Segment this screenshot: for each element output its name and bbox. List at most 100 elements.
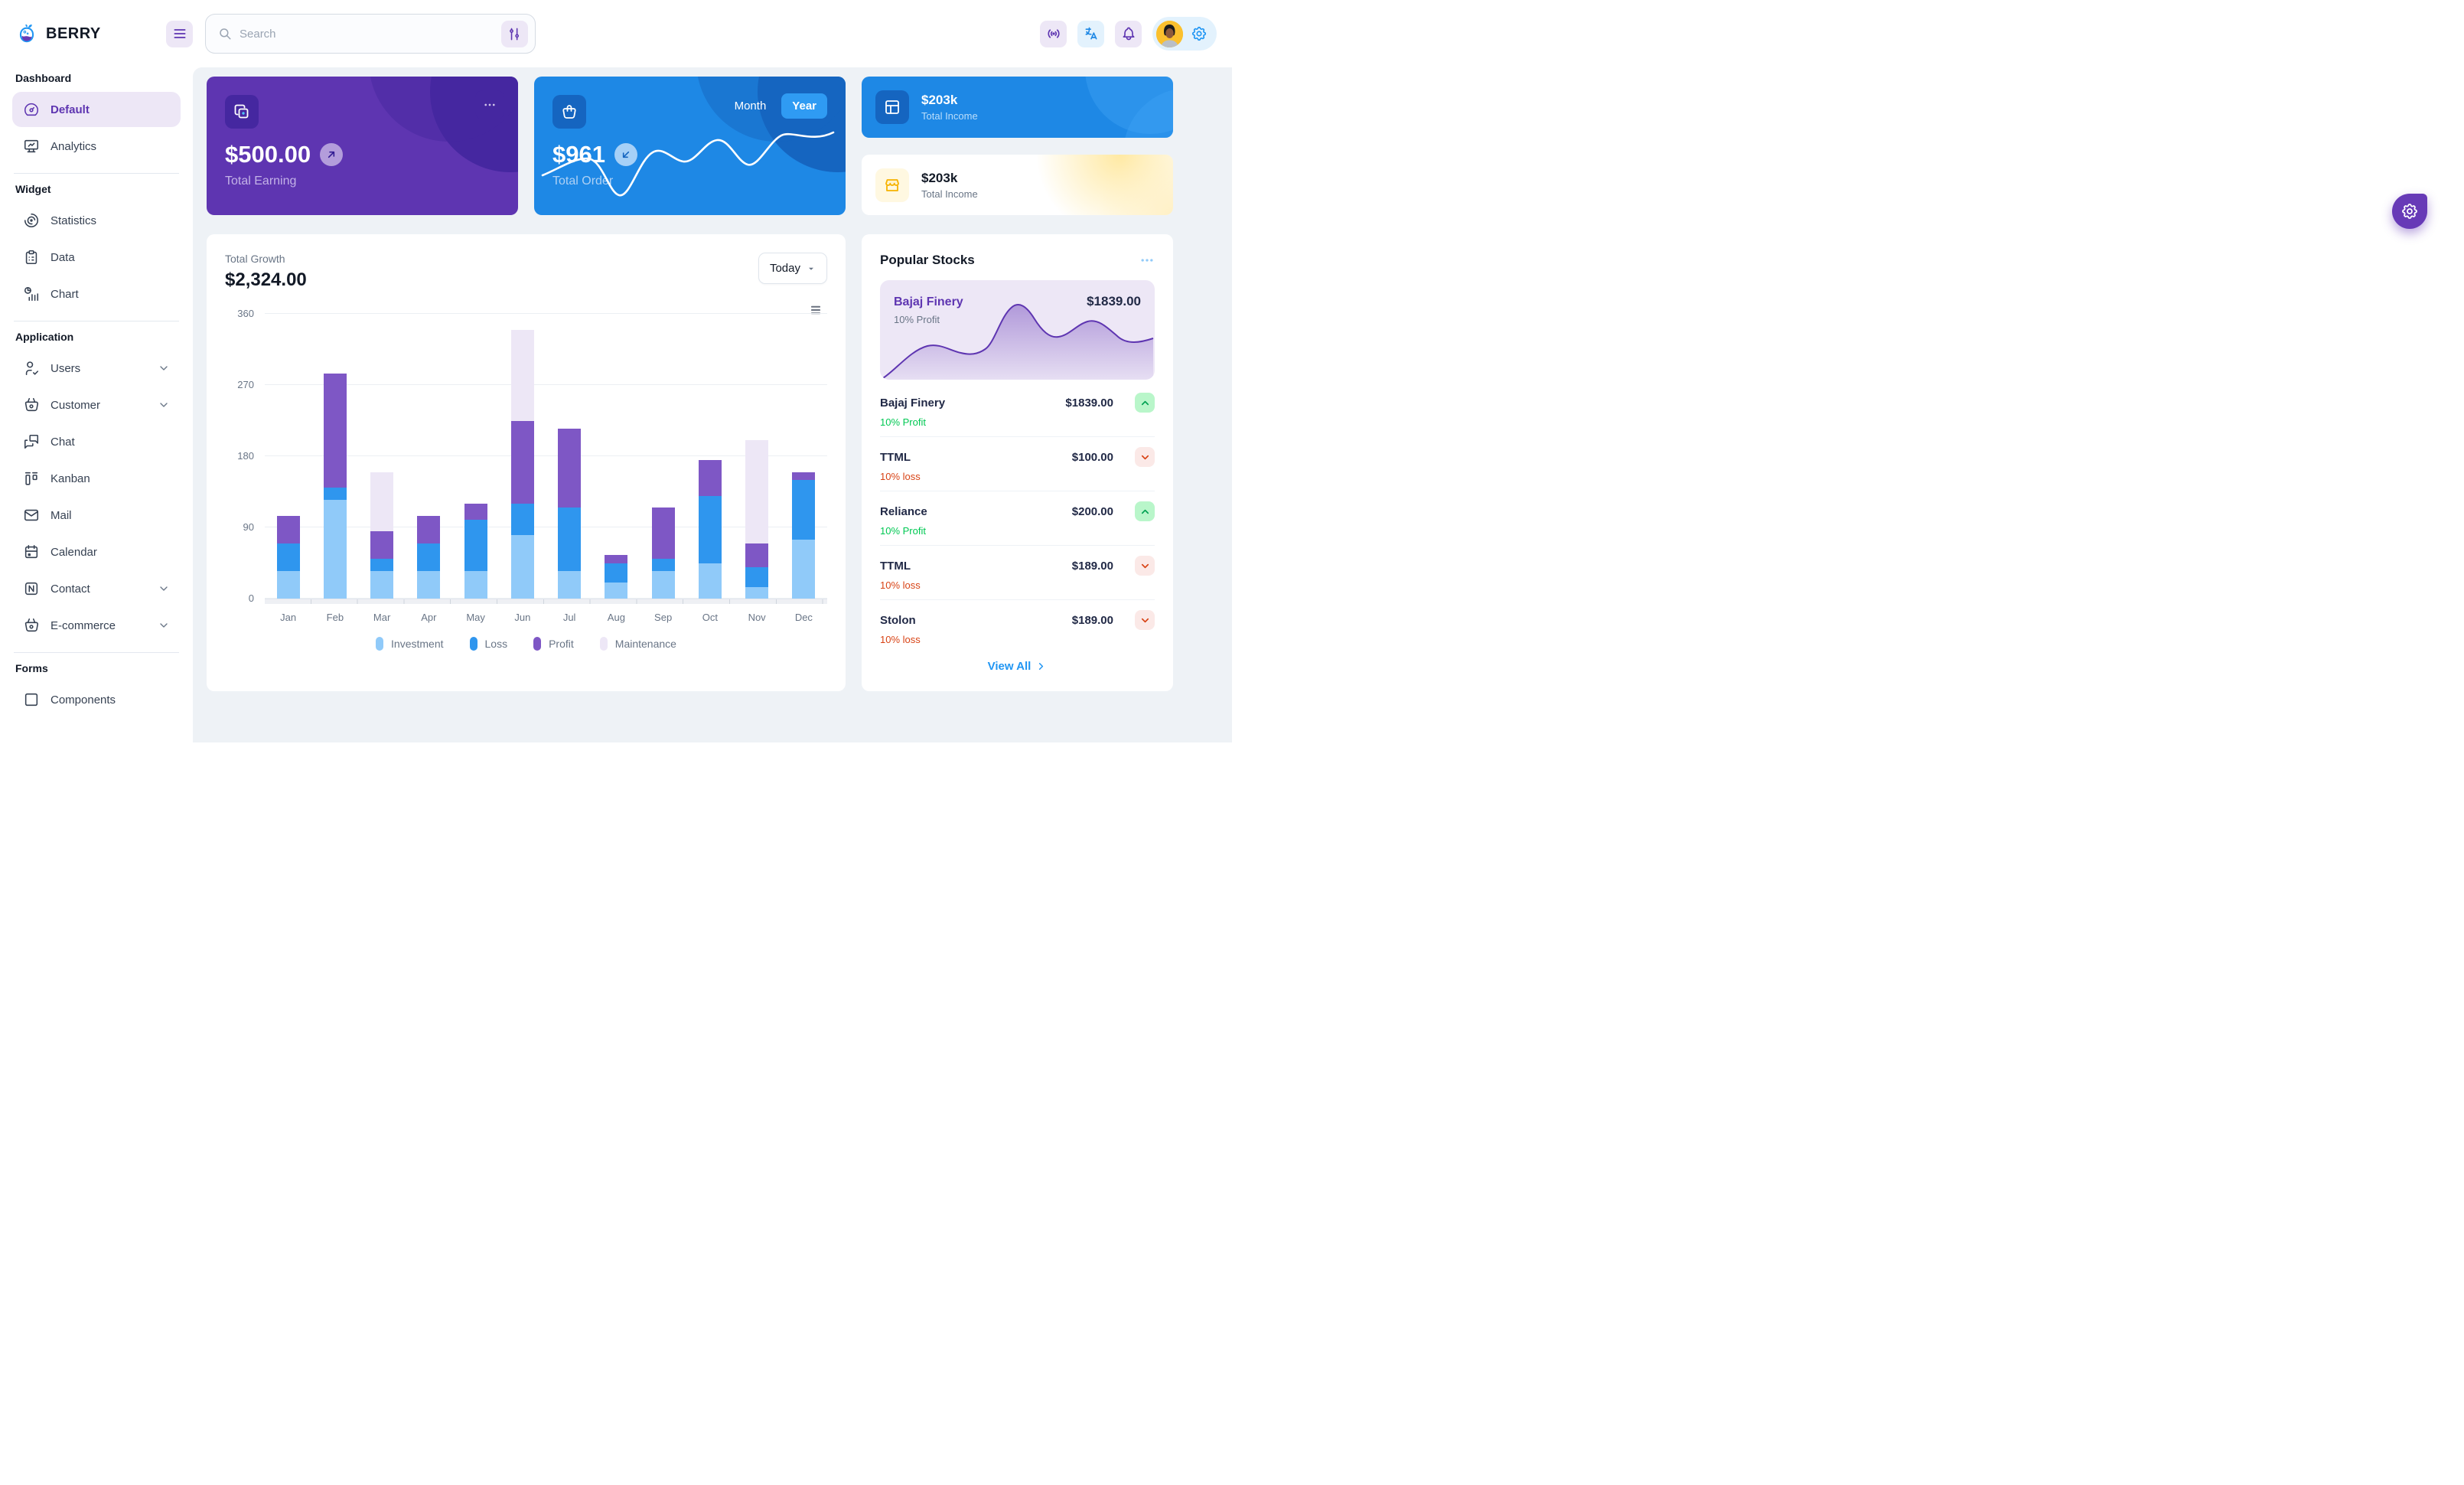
clipboard-icon <box>23 249 40 266</box>
bar-segment-investment <box>323 499 347 599</box>
user-check-icon <box>23 360 40 377</box>
sidebar-item-data[interactable]: Data <box>12 240 181 275</box>
stock-name: Bajaj Finery <box>880 396 946 410</box>
app-header: BERRY <box>0 0 1232 67</box>
x-tick-label: Sep <box>654 612 673 623</box>
bar-segment-loss <box>558 508 582 571</box>
sidebar-item-label: Mail <box>51 508 72 522</box>
brand-name: BERRY <box>46 24 101 42</box>
sidebar-item-mail[interactable]: Mail <box>12 498 181 533</box>
bar-sep[interactable] <box>651 508 675 599</box>
legend-item-investment[interactable]: Investment <box>376 637 444 651</box>
profile-menu-button[interactable] <box>1152 17 1217 51</box>
stocks-title: Popular Stocks <box>880 253 975 267</box>
bar-aug[interactable] <box>605 555 628 599</box>
chevron-down-icon[interactable] <box>1135 447 1155 467</box>
bar-oct[interactable] <box>698 460 722 599</box>
toggle-year-button[interactable]: Year <box>781 93 827 119</box>
y-tick-label: 0 <box>248 592 254 604</box>
sidebar-item-chart[interactable]: Chart <box>12 276 181 312</box>
section-title-application: Application <box>15 331 74 343</box>
bar-jul[interactable] <box>558 428 582 599</box>
bar-mar[interactable] <box>370 472 394 599</box>
stock-name: TTML <box>880 450 911 464</box>
notifications-button[interactable] <box>1115 20 1142 47</box>
y-tick-label: 90 <box>243 521 254 533</box>
gear-icon <box>2400 202 2419 220</box>
notifications-live-button[interactable] <box>1040 20 1067 47</box>
language-button[interactable] <box>1077 20 1104 47</box>
bar-segment-loss <box>698 495 722 563</box>
bar-dec[interactable] <box>792 472 816 599</box>
total-earning-card: $500.00 Total Earning <box>207 77 518 215</box>
chevron-down-icon[interactable] <box>1135 556 1155 576</box>
search-filter-button[interactable] <box>501 20 528 47</box>
total-income-light-card: $203k Total Income <box>862 155 1173 215</box>
chevron-down-icon <box>158 619 170 632</box>
bar-segment-profit <box>698 460 722 496</box>
sidebar-item-label: Kanban <box>51 472 90 485</box>
sidebar-item-chat[interactable]: Chat <box>12 424 181 459</box>
sidebar-item-default[interactable]: Default <box>12 92 181 127</box>
legend-item-maintenance[interactable]: Maintenance <box>599 637 676 651</box>
cards-icon <box>225 95 259 129</box>
sidebar-item-kanban[interactable]: Kanban <box>12 461 181 496</box>
stocks-more-button[interactable] <box>1139 253 1155 268</box>
calendar-icon <box>23 543 40 560</box>
earning-more-button[interactable] <box>475 90 504 119</box>
legend-label: Loss <box>484 638 508 650</box>
bar-feb[interactable] <box>323 373 347 599</box>
sidebar-item-e-commerce[interactable]: E-commerce <box>12 608 181 643</box>
view-all-link[interactable]: View All <box>880 654 1155 673</box>
sidebar-toggle-button[interactable] <box>166 20 193 47</box>
search-input[interactable] <box>240 27 494 41</box>
bar-nov[interactable] <box>745 440 769 599</box>
legend-item-loss[interactable]: Loss <box>469 637 508 651</box>
featured-stock-card[interactable]: Bajaj Finery $1839.00 10% Profit <box>880 280 1155 380</box>
toggle-month-button[interactable]: Month <box>734 100 767 113</box>
sidebar-item-components[interactable]: Components <box>12 682 181 717</box>
chevron-down-icon[interactable] <box>1135 610 1155 630</box>
chevron-up-icon[interactable] <box>1135 393 1155 413</box>
x-tick-label: Jan <box>280 612 297 623</box>
bar-apr[interactable] <box>417 515 441 599</box>
search-icon <box>218 27 232 41</box>
bar-segment-investment <box>605 583 628 599</box>
bar-segment-investment <box>651 570 675 599</box>
bar-segment-investment <box>417 570 441 599</box>
period-select[interactable]: Today <box>758 253 827 284</box>
bar-jan[interactable] <box>276 515 300 599</box>
stock-price: $1839.00 <box>1065 396 1113 410</box>
sidebar-item-label: Calendar <box>51 545 97 559</box>
nfc-icon <box>23 580 40 597</box>
order-trend-button[interactable] <box>614 143 637 166</box>
brand-logo[interactable]: BERRY <box>15 22 101 45</box>
sidebar-item-analytics[interactable]: Analytics <box>12 129 181 164</box>
sidebar-item-statistics[interactable]: Statistics <box>12 203 181 238</box>
bar-segment-profit <box>605 555 628 563</box>
stock-subtitle: 10% Profit <box>880 525 926 537</box>
income-dark-label: Total Income <box>921 110 978 122</box>
legend-label: Maintenance <box>614 638 676 650</box>
scrollbar-track[interactable] <box>2453 0 2464 1485</box>
bar-segment-profit <box>464 504 487 520</box>
chevron-up-icon[interactable] <box>1135 501 1155 521</box>
theme-settings-fab[interactable] <box>2392 194 2427 229</box>
bar-segment-investment <box>698 563 722 599</box>
sidebar-item-users[interactable]: Users <box>12 351 181 386</box>
sidebar-item-customer[interactable]: Customer <box>12 387 181 423</box>
sidebar-item-label: Users <box>51 361 81 375</box>
bar-segment-loss <box>417 543 441 571</box>
settings-icon <box>1191 25 1208 42</box>
gridline-270: 270 <box>237 379 827 390</box>
legend-item-profit[interactable]: Profit <box>533 637 574 651</box>
sidebar-item-calendar[interactable]: Calendar <box>12 534 181 570</box>
legend-marker-icon <box>376 637 384 651</box>
sidebar-item-contact[interactable]: Contact <box>12 571 181 606</box>
bar-jun[interactable] <box>510 329 534 599</box>
x-tick-label: Dec <box>794 612 813 623</box>
earning-trend-button[interactable] <box>320 143 344 166</box>
bar-segment-loss <box>464 519 487 571</box>
bar-may[interactable] <box>464 504 487 599</box>
featured-stock-name: Bajaj Finery <box>894 295 963 308</box>
